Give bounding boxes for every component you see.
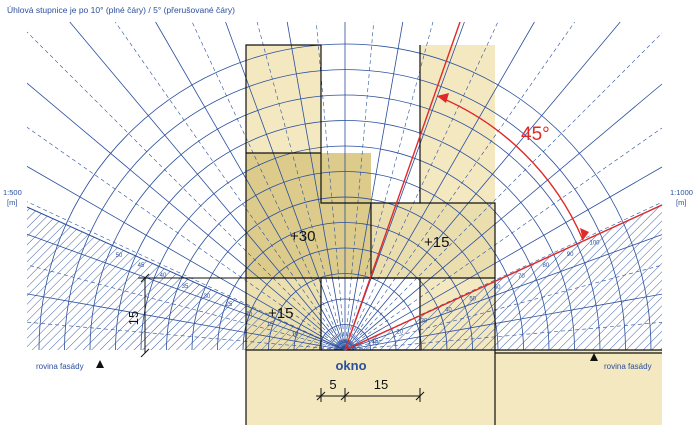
distance-arc [89, 94, 601, 351]
outline-right-tower [419, 45, 496, 425]
scale-tick-label: 20 [396, 330, 403, 336]
angle-ray [344, 234, 663, 351]
left-unit-label: [m] [7, 198, 17, 207]
left-scale-label: 1:500 [3, 188, 22, 197]
height-dimension [138, 273, 246, 358]
distance-arc [38, 43, 652, 351]
distance-arc [268, 273, 422, 351]
angle-ray [191, 21, 346, 351]
scale-tick-label: 40 [445, 308, 452, 314]
angle-ray [344, 21, 374, 351]
scale-tick-label: 70 [518, 274, 525, 280]
angle-ray [26, 82, 346, 351]
angle-ray [344, 21, 535, 351]
distance-arc [191, 196, 499, 351]
distance-arc [64, 69, 626, 351]
scale-tick-label: 50 [469, 296, 476, 302]
right-scale-ticks: 10 20 30 40 50 60 70 80 90 100 5 15 [353, 241, 600, 352]
red-ray-slanted [344, 204, 663, 351]
height-dim-label: 15 [126, 311, 141, 325]
right-scale-label: 1:1000 [670, 188, 693, 197]
scale-tick-label: 30 [204, 294, 211, 300]
scale-tick-label: 20 [246, 312, 253, 318]
scale-tick-label: 40 [160, 273, 167, 279]
left-scale-ticks: 50 45 40 35 30 25 20 15 10 [116, 253, 299, 338]
scale-tick-label: 35 [182, 284, 189, 290]
angle-ray [344, 293, 663, 351]
dim-label-15: 15 [374, 377, 388, 392]
scale-tick-label: 15 [267, 322, 274, 328]
angle-label: 45° [521, 124, 550, 145]
angle-ray [344, 127, 663, 351]
building-outlines [245, 44, 662, 425]
angle-ray [256, 21, 346, 351]
angle-ray [344, 21, 499, 351]
facade-label-right: rovina fasády [604, 362, 652, 371]
scale-tick-label: 100 [589, 241, 600, 247]
angle-ray [344, 32, 663, 351]
scale-tick-label: 80 [542, 263, 549, 269]
dim-label-5: 5 [329, 377, 336, 392]
angle-ray [26, 31, 346, 351]
obstruction-right-label: +15 [424, 234, 449, 251]
angle-ray [26, 293, 346, 351]
distance-arc [217, 222, 473, 351]
header-title: Úhlová stupnice je po 10° (plné čáry) / … [7, 5, 235, 15]
distance-arc [115, 120, 575, 351]
angle-ray [344, 21, 434, 351]
scale-tick-label: 60 [494, 285, 501, 291]
scale-tick-label: 50 [116, 253, 123, 259]
obstruction-left-top-label: +30 [290, 228, 315, 245]
building-right-tower [420, 45, 495, 205]
angle-ray [344, 21, 575, 351]
triangle-marker-icon [96, 360, 104, 368]
angle-ray [344, 21, 621, 351]
scale-tick-label: 30 [421, 319, 428, 325]
building-ground [246, 350, 662, 425]
facade-label-left: rovina fasády [36, 362, 84, 371]
arrow-head-top [437, 93, 449, 103]
scale-tick-label: 15 [372, 339, 379, 345]
obstruction-left-bottom-label: +15 [268, 305, 293, 322]
angle-ray [26, 233, 346, 351]
angle-ray [26, 127, 346, 351]
angle-ray [344, 264, 663, 351]
distance-arcs [38, 43, 652, 351]
angle-ray [69, 21, 346, 351]
scale-tick-label: 10 [372, 341, 379, 347]
angle-ray [115, 21, 346, 351]
angle-ray [26, 321, 346, 351]
angle-ray [344, 21, 404, 351]
scale-tick-label: 90 [567, 252, 574, 258]
triangle-marker-icon [590, 353, 598, 361]
angle-markup [344, 21, 663, 351]
distance-arc [140, 145, 550, 351]
distance-arc [166, 171, 524, 351]
red-ray-vertical [344, 21, 461, 351]
scale-tick-label: 5 [353, 346, 357, 352]
angle-ray [344, 83, 663, 351]
building-left-tower [246, 45, 321, 153]
angle-ray [26, 201, 346, 351]
window-label: okno [335, 358, 366, 373]
angle-arc [436, 95, 584, 241]
arrow-head-bottom [580, 228, 589, 240]
right-unit-label: [m] [676, 198, 686, 207]
distance-arc [242, 247, 448, 351]
outline-left-tower [245, 44, 372, 425]
scale-tick-label: 45 [138, 263, 145, 269]
window-dimension [316, 388, 425, 402]
angle-ray [155, 21, 346, 351]
angle-ray [344, 166, 663, 351]
distance-arc [293, 298, 397, 351]
angle-ray [286, 21, 346, 351]
angle-ray [26, 264, 346, 351]
scale-tick-label: 25 [226, 302, 233, 308]
scale-tick-label: 10 [292, 332, 299, 338]
